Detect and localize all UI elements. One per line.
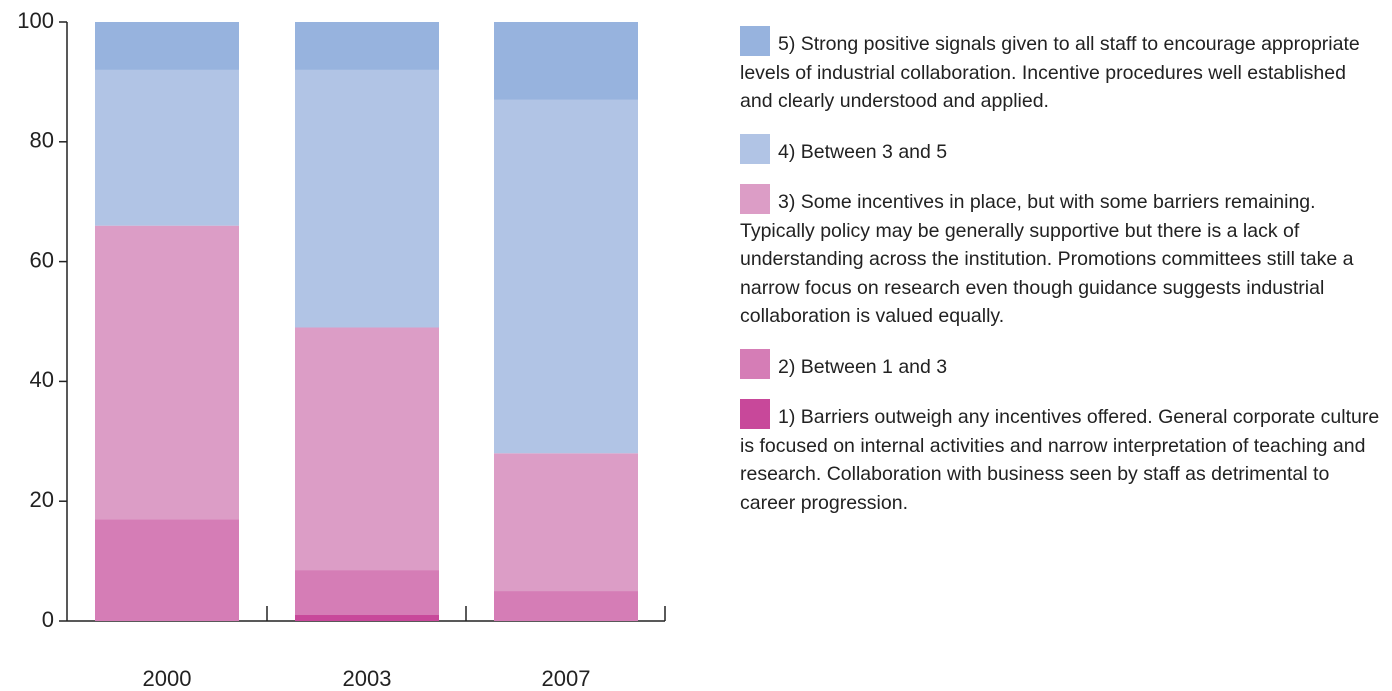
legend-entry: 2) Between 1 and 3 <box>740 348 1380 382</box>
bar-segment <box>295 22 439 70</box>
y-tick-label: 60 <box>30 247 54 272</box>
bar-segment <box>494 99 638 454</box>
bar-segment <box>295 327 439 571</box>
bar-segment <box>95 69 239 226</box>
legend-swatch <box>740 26 770 56</box>
y-tick-label: 80 <box>30 128 54 153</box>
legend: 5) Strong positive signals given to all … <box>740 26 1380 535</box>
legend-label: 1) Barriers outweigh any incentives offe… <box>740 406 1380 514</box>
legend-swatch <box>740 399 770 429</box>
bar-segment <box>494 591 638 621</box>
bar-segment <box>95 225 239 520</box>
legend-entry: 3) Some incentives in place, but with so… <box>740 184 1380 331</box>
y-tick-label: 40 <box>30 367 54 392</box>
legend-label: 2) Between 1 and 3 <box>778 355 948 378</box>
y-tick-label: 100 <box>17 8 54 33</box>
y-tick-label: 0 <box>42 607 54 632</box>
x-tick-label: 2000 <box>143 666 192 691</box>
legend-label: 5) Strong positive signals given to all … <box>740 33 1360 112</box>
bar-segment <box>494 453 638 592</box>
legend-swatch <box>740 348 770 379</box>
y-tick-label: 20 <box>30 487 54 512</box>
x-tick-label: 2003 <box>343 666 392 691</box>
legend-entry: 4) Between 3 and 5 <box>740 133 1380 167</box>
x-tick-label: 2007 <box>542 666 591 691</box>
bar-segment <box>295 570 439 616</box>
bar-segment <box>494 22 638 100</box>
legend-swatch <box>740 133 770 164</box>
legend-label: 4) Between 3 and 5 <box>778 140 948 163</box>
bar-segment <box>295 615 439 621</box>
bar-segment <box>295 69 439 328</box>
chart: 0 20 40 60 80 100 2000 2003 2007 <box>17 8 666 691</box>
legend-entry: 5) Strong positive signals given to all … <box>740 26 1380 116</box>
legend-label: 3) Some incentives in place, but with so… <box>740 191 1354 327</box>
legend-entry: 1) Barriers outweigh any incentives offe… <box>740 399 1380 517</box>
legend-swatch <box>740 184 770 214</box>
bar-segment <box>95 519 239 621</box>
bar-segment <box>95 22 239 70</box>
